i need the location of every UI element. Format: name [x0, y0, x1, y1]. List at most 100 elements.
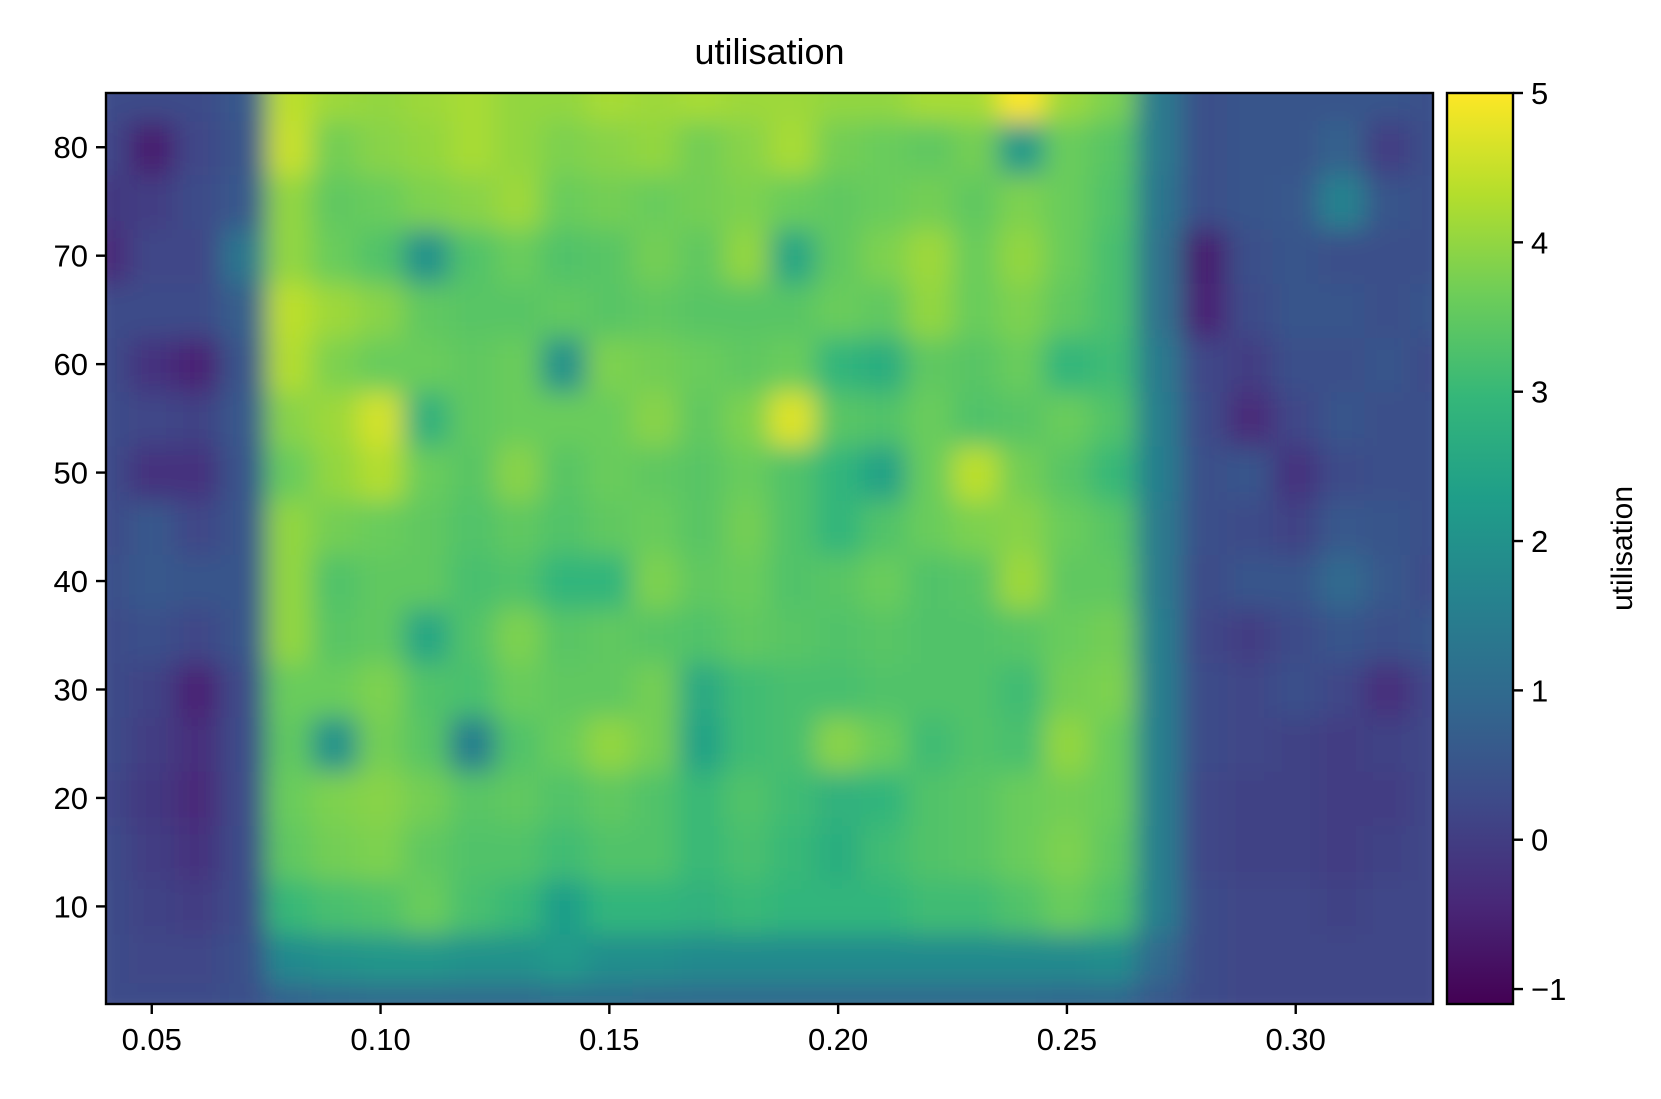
- heatmap-cell: [1044, 174, 1091, 230]
- heatmap-cell: [632, 391, 679, 447]
- heatmap-cell: [1318, 445, 1366, 501]
- heatmap-cell: [494, 445, 542, 501]
- heatmap-cell: [449, 825, 496, 881]
- heatmap-cell: [1318, 553, 1366, 610]
- heatmap-cell: [1089, 93, 1137, 122]
- heatmap-cell: [1227, 391, 1274, 447]
- heatmap-cell: [449, 391, 496, 447]
- heatmap-cell: [1181, 879, 1229, 935]
- heatmap-cell: [586, 445, 634, 501]
- heatmap-cell: [1135, 174, 1183, 230]
- heatmap-cell: [815, 499, 863, 555]
- heatmap-cell: [128, 445, 176, 501]
- heatmap-cell: [1227, 770, 1274, 826]
- y-tick-label: 10: [54, 889, 88, 924]
- x-tick-label: 0.15: [579, 1022, 639, 1057]
- plot-frame: [104, 91, 1435, 1006]
- heatmap-cell: [311, 445, 359, 501]
- heatmap-cell: [1410, 499, 1433, 555]
- heatmap-cell: [1410, 662, 1433, 718]
- heatmap-cell: [678, 337, 725, 393]
- heatmap-cell: [311, 337, 359, 393]
- heatmap-cell: [1044, 716, 1091, 772]
- heatmap-cell: [906, 553, 954, 610]
- heatmap-cell: [494, 553, 542, 610]
- heatmap-cell: [1410, 93, 1433, 122]
- heatmap-cell: [998, 553, 1046, 610]
- heatmap-cell: [266, 608, 313, 664]
- heatmap-cell: [1318, 391, 1366, 447]
- heatmap-cell: [1181, 553, 1229, 610]
- heatmap-cell: [1318, 716, 1366, 772]
- heatmap-cell: [632, 174, 679, 230]
- heatmap-cell: [1272, 174, 1320, 230]
- heatmap-cell: [1272, 982, 1320, 1004]
- heatmap-cell: [815, 228, 863, 284]
- colorbar-tick-label: −1: [1531, 972, 1566, 1007]
- heatmap-cell: [106, 553, 130, 610]
- heatmap-cell: [449, 770, 496, 826]
- heatmap-cell: [357, 553, 405, 610]
- heatmap-cell: [861, 982, 908, 1004]
- heatmap-cell: [1410, 770, 1433, 826]
- heatmap-cell: [106, 879, 130, 935]
- heatmap-cell: [1272, 716, 1320, 772]
- heatmap-cell: [678, 553, 725, 610]
- heatmap-cell: [861, 662, 908, 718]
- heatmap-cell: [586, 933, 634, 984]
- heatmap-cell: [1181, 445, 1229, 501]
- heatmap-cell: [449, 499, 496, 555]
- heatmap-cell: [174, 337, 222, 393]
- heatmap-cell: [174, 825, 222, 881]
- heatmap-cell: [403, 445, 451, 501]
- heatmap-cell: [998, 391, 1046, 447]
- heatmap-cell: [906, 120, 954, 176]
- heatmap-cell: [632, 608, 679, 664]
- heatmap-cell: [678, 608, 725, 664]
- heatmap-cell: [632, 770, 679, 826]
- heatmap-cell: [540, 716, 588, 772]
- heatmap-cell: [1227, 933, 1274, 984]
- heatmap-cell: [311, 228, 359, 284]
- heatmap-cell: [586, 282, 634, 338]
- heatmap-cell: [311, 391, 359, 447]
- heatmap-cell: [861, 499, 908, 555]
- heatmap-cell: [1135, 982, 1183, 1004]
- heatmap-cell: [1227, 982, 1274, 1004]
- heatmap-cell: [861, 445, 908, 501]
- heatmap-cell: [769, 120, 817, 176]
- heatmap-cell: [1135, 93, 1183, 122]
- heatmap-cell: [1089, 553, 1137, 610]
- heatmap-cell: [1272, 825, 1320, 881]
- heatmap-cell: [128, 499, 176, 555]
- heatmap-cell: [678, 93, 725, 122]
- heatmap-cell: [861, 608, 908, 664]
- heatmap-cell: [403, 770, 451, 826]
- heatmap-cell: [1364, 282, 1412, 338]
- heatmap-cell: [1318, 982, 1366, 1004]
- heatmap-cell: [998, 770, 1046, 826]
- heatmap-cell: [1410, 933, 1433, 984]
- heatmap-cell: [769, 608, 817, 664]
- heatmap-cell: [1364, 228, 1412, 284]
- heatmap-cell: [1318, 120, 1366, 176]
- heatmap-cell: [906, 825, 954, 881]
- heatmap-cell: [1410, 879, 1433, 935]
- heatmap-cell: [106, 93, 130, 122]
- heatmap-cell: [769, 716, 817, 772]
- heatmap-cell: [723, 982, 771, 1004]
- heatmap-cell: [632, 982, 679, 1004]
- heatmap-cell: [723, 716, 771, 772]
- heatmap-cell: [1272, 445, 1320, 501]
- heatmap-cell: [769, 445, 817, 501]
- heatmap-cell: [723, 770, 771, 826]
- heatmap-cell: [128, 337, 176, 393]
- heatmap-cell: [494, 608, 542, 664]
- heatmap-cell: [174, 93, 222, 122]
- heatmap-cell: [266, 662, 313, 718]
- heatmap-cell: [998, 825, 1046, 881]
- heatmap-cell: [1135, 228, 1183, 284]
- heatmap-cell: [311, 282, 359, 338]
- x-tick-label: 0.10: [350, 1022, 410, 1057]
